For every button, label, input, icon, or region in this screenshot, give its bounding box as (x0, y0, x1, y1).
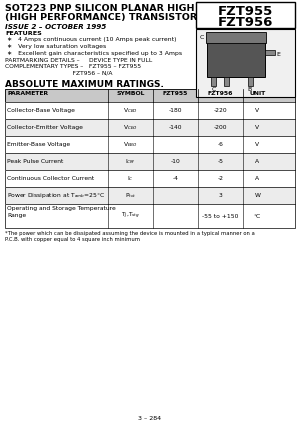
Text: T$_{J}$,T$_{stg}$: T$_{J}$,T$_{stg}$ (121, 211, 140, 221)
Bar (196, 2, 295, 28)
Text: Collector-Emitter Voltage: Collector-Emitter Voltage (7, 125, 83, 130)
Text: SYMBOL: SYMBOL (116, 91, 145, 96)
Text: C: C (212, 87, 216, 92)
Text: -55 to +150: -55 to +150 (202, 213, 238, 218)
Text: (HIGH PERFORMANCE) TRANSISTORS: (HIGH PERFORMANCE) TRANSISTORS (5, 13, 204, 22)
Text: PARTMARKING DETAILS –     DEVICE TYPE IN FULL: PARTMARKING DETAILS – DEVICE TYPE IN FUL… (5, 58, 152, 63)
Text: Emitter-Base Voltage: Emitter-Base Voltage (7, 142, 70, 147)
Bar (5, 187, 295, 204)
Bar (5, 170, 295, 187)
Text: 3: 3 (218, 193, 222, 198)
Text: V$_{EBO}$: V$_{EBO}$ (123, 140, 138, 149)
Text: C: C (200, 34, 204, 40)
Bar (5, 89, 295, 102)
Text: -5: -5 (217, 159, 223, 164)
Text: V$_{CEO}$: V$_{CEO}$ (123, 123, 138, 132)
Text: FZT956 – N/A: FZT956 – N/A (5, 70, 112, 75)
Text: V$_{CBO}$: V$_{CBO}$ (123, 106, 138, 115)
Text: ∗   Excellent gain characteristics specified up to 3 Amps: ∗ Excellent gain characteristics specifi… (7, 51, 182, 56)
Text: W: W (254, 193, 260, 198)
Text: -10: -10 (170, 159, 180, 164)
Text: SOT223 PNP SILICON PLANAR HIGH CURRENT: SOT223 PNP SILICON PLANAR HIGH CURRENT (5, 4, 248, 13)
Bar (224, 77, 229, 86)
Text: Continuous Collector Current: Continuous Collector Current (7, 176, 94, 181)
Text: -180: -180 (169, 108, 182, 113)
Text: -6: -6 (218, 142, 223, 147)
Bar (5, 102, 295, 119)
Bar (248, 77, 253, 86)
Text: -140: -140 (169, 125, 182, 130)
Text: FZT956: FZT956 (218, 16, 273, 29)
Text: ∗   Very low saturation voltages: ∗ Very low saturation voltages (7, 44, 106, 49)
Text: UNIT: UNIT (249, 91, 266, 96)
Text: FEATURES: FEATURES (5, 31, 42, 36)
Text: I$_{C}$: I$_{C}$ (127, 174, 134, 183)
Text: ISSUE 2 – OCTOBER 1995: ISSUE 2 – OCTOBER 1995 (5, 24, 106, 30)
Text: PARAMETER: PARAMETER (7, 91, 48, 96)
Text: FZT955: FZT955 (163, 91, 188, 96)
Text: -4: -4 (172, 176, 178, 181)
Bar (5, 153, 295, 170)
Text: ∗   4 Amps continuous current (10 Amps peak current): ∗ 4 Amps continuous current (10 Amps pea… (7, 37, 176, 42)
Text: V: V (255, 108, 260, 113)
Bar (206, 32, 266, 43)
Bar (5, 136, 295, 153)
Bar (211, 77, 216, 86)
Bar (5, 89, 295, 102)
Text: COMPLEMENTARY TYPES –   FZT955 – FZT955: COMPLEMENTARY TYPES – FZT955 – FZT955 (5, 64, 141, 69)
Bar (196, 29, 295, 97)
Text: FZT956: FZT956 (208, 91, 233, 96)
Text: Range: Range (7, 213, 26, 218)
Text: Operating and Storage Temperature: Operating and Storage Temperature (7, 206, 116, 211)
Bar (5, 204, 295, 228)
Text: A: A (255, 176, 260, 181)
Bar (265, 50, 275, 55)
Text: P$_{tot}$: P$_{tot}$ (124, 191, 136, 200)
Text: -220: -220 (214, 108, 227, 113)
Text: P.C.B. with copper equal to 4 square inch minimum: P.C.B. with copper equal to 4 square inc… (5, 237, 140, 242)
Text: V: V (255, 125, 260, 130)
Bar (5, 119, 295, 136)
Text: Peak Pulse Current: Peak Pulse Current (7, 159, 63, 164)
Text: 3 – 284: 3 – 284 (138, 416, 162, 421)
Bar (5, 102, 295, 119)
Text: °C: °C (254, 213, 261, 218)
Bar (5, 187, 295, 204)
Bar (5, 204, 295, 228)
Bar (5, 136, 295, 153)
Text: ABSOLUTE MAXIMUM RATINGS.: ABSOLUTE MAXIMUM RATINGS. (5, 80, 164, 89)
Text: B: B (248, 87, 252, 92)
Text: I$_{CM}$: I$_{CM}$ (125, 157, 136, 166)
Bar (207, 42, 265, 77)
Text: Power Dissipation at T$_{amb}$=25°C: Power Dissipation at T$_{amb}$=25°C (7, 191, 105, 200)
Bar (5, 170, 295, 187)
Text: Collector-Base Voltage: Collector-Base Voltage (7, 108, 75, 113)
Text: A: A (255, 159, 260, 164)
Text: *The power which can be dissipated assuming the device is mounted in a typical m: *The power which can be dissipated assum… (5, 231, 255, 236)
Bar (5, 119, 295, 136)
Text: V: V (255, 142, 260, 147)
Text: -200: -200 (214, 125, 227, 130)
Text: FZT955: FZT955 (218, 5, 273, 18)
Bar (5, 153, 295, 170)
Text: -2: -2 (217, 176, 223, 181)
Text: E: E (276, 52, 280, 57)
